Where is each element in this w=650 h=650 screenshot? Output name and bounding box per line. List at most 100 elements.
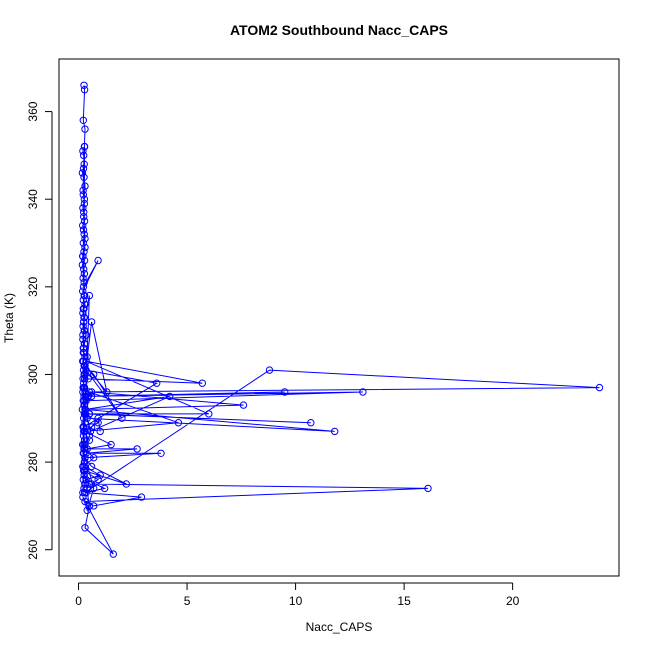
y-tick-label: 320 xyxy=(26,276,40,296)
data-point xyxy=(80,291,88,300)
data-point xyxy=(122,480,131,488)
y-tick-label: 300 xyxy=(26,364,40,384)
data-point xyxy=(94,256,102,265)
data-point xyxy=(80,379,88,387)
data-point xyxy=(174,419,183,427)
data-point xyxy=(80,436,89,444)
data-point xyxy=(359,388,367,396)
data-point xyxy=(87,318,96,326)
data-point xyxy=(118,414,126,422)
data-point xyxy=(83,414,91,422)
data-point xyxy=(81,125,89,133)
x-tick-label: 15 xyxy=(397,594,411,608)
data-point xyxy=(79,331,87,339)
series-line xyxy=(81,85,600,555)
plot-frame xyxy=(58,58,620,577)
data-point xyxy=(265,366,274,374)
data-point xyxy=(137,493,146,501)
data-point xyxy=(80,270,89,278)
data-point xyxy=(103,388,111,396)
data-point xyxy=(80,199,89,208)
data-point xyxy=(90,454,98,462)
data-point xyxy=(94,414,102,422)
data-point xyxy=(80,383,88,392)
x-axis-label: Nacc_CAPS xyxy=(306,620,373,634)
data-point xyxy=(80,484,88,493)
data-point xyxy=(80,278,88,287)
data-point xyxy=(79,287,87,295)
data-point xyxy=(81,454,89,462)
data-point xyxy=(80,256,89,265)
data-point xyxy=(424,484,432,493)
data-point xyxy=(79,164,88,173)
data-point xyxy=(79,475,88,484)
x-tick-label: 10 xyxy=(289,594,303,608)
data-point xyxy=(96,471,104,479)
data-point xyxy=(87,423,96,431)
data-point xyxy=(79,221,87,230)
x-axis: 0 5 10 15 20 xyxy=(75,582,520,608)
data-point xyxy=(205,410,213,418)
data-point xyxy=(157,449,165,457)
data-point xyxy=(166,392,174,401)
data-point xyxy=(85,480,94,488)
data-point xyxy=(80,213,88,221)
data-point xyxy=(80,414,88,422)
data-point xyxy=(90,484,98,493)
data-point xyxy=(80,458,89,466)
data-point xyxy=(94,475,102,484)
data-point xyxy=(80,265,88,273)
data-point xyxy=(80,449,88,457)
x-tick-label: 20 xyxy=(506,594,520,608)
x-tick-label: 0 xyxy=(75,594,82,608)
data-point xyxy=(86,427,95,436)
data-point xyxy=(79,493,87,501)
data-point xyxy=(81,182,89,190)
data-point xyxy=(90,502,98,510)
data-point xyxy=(80,86,89,94)
data-point xyxy=(85,410,94,418)
data-point xyxy=(153,379,161,387)
data-point xyxy=(80,208,88,217)
y-tick-label: 260 xyxy=(26,539,40,559)
y-tick-label: 340 xyxy=(26,189,40,209)
data-point xyxy=(82,357,90,365)
data-point xyxy=(80,195,89,203)
data-point xyxy=(80,375,89,383)
data-point xyxy=(595,383,604,392)
y-tick-label: 360 xyxy=(26,101,40,121)
data-point xyxy=(78,261,87,269)
data-point xyxy=(79,191,88,199)
data-point xyxy=(79,186,87,195)
data-point xyxy=(80,462,88,471)
data-point xyxy=(281,388,289,396)
data-point xyxy=(80,230,88,239)
data-point xyxy=(85,291,94,300)
data-point xyxy=(83,506,91,514)
data-point xyxy=(109,550,118,558)
data-point xyxy=(79,305,88,313)
data-point xyxy=(80,326,89,335)
data-point xyxy=(82,366,90,374)
data-point xyxy=(80,217,89,225)
data-point xyxy=(80,344,88,352)
data-point xyxy=(307,419,315,427)
data-point xyxy=(81,427,89,436)
data-point xyxy=(81,445,89,453)
data-point xyxy=(79,357,88,365)
data-point xyxy=(79,147,87,155)
chart-title: ATOM2 Southbound Nacc_CAPS xyxy=(230,22,448,38)
data-point xyxy=(80,142,89,151)
data-point xyxy=(80,160,88,168)
data-point xyxy=(331,427,339,436)
data-point xyxy=(79,322,87,330)
data-point xyxy=(80,173,88,182)
data-point xyxy=(239,401,248,409)
data-point xyxy=(90,370,98,379)
data-point xyxy=(80,471,88,479)
y-axis: 260 280 300 320 340 360 xyxy=(26,101,53,560)
data-point xyxy=(79,309,87,317)
data-point xyxy=(80,81,88,90)
data-point xyxy=(133,445,141,453)
